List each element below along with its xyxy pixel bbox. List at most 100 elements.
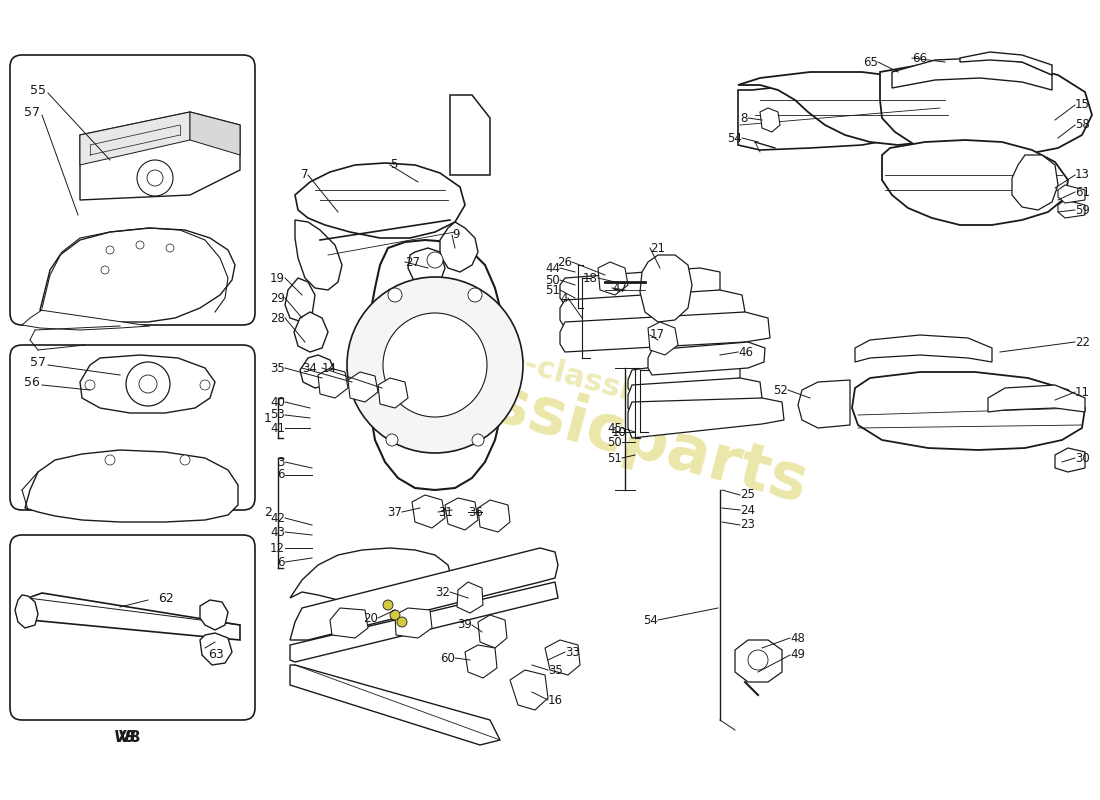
Text: 50: 50 <box>607 435 621 449</box>
Circle shape <box>346 277 522 453</box>
Text: 16: 16 <box>548 694 563 706</box>
Circle shape <box>468 288 482 302</box>
Polygon shape <box>395 608 432 638</box>
Text: 58: 58 <box>1075 118 1090 131</box>
Polygon shape <box>22 310 150 330</box>
Circle shape <box>383 313 487 417</box>
Text: 40: 40 <box>271 395 285 409</box>
Text: 48: 48 <box>790 631 805 645</box>
Polygon shape <box>1058 200 1085 218</box>
Text: 6: 6 <box>277 469 285 482</box>
Text: 44: 44 <box>544 262 560 274</box>
Polygon shape <box>456 582 483 613</box>
Polygon shape <box>200 600 228 630</box>
Circle shape <box>126 362 170 406</box>
Circle shape <box>104 455 116 465</box>
Circle shape <box>748 650 768 670</box>
Polygon shape <box>80 112 190 165</box>
Polygon shape <box>290 582 558 662</box>
Polygon shape <box>560 268 720 305</box>
Text: 27: 27 <box>405 255 420 269</box>
Polygon shape <box>738 72 962 145</box>
Text: 49: 49 <box>790 649 805 662</box>
Text: 28: 28 <box>271 311 285 325</box>
Polygon shape <box>882 140 1068 225</box>
Text: 24: 24 <box>740 503 755 517</box>
Polygon shape <box>22 593 240 640</box>
Text: 29: 29 <box>270 291 285 305</box>
Text: 60: 60 <box>440 651 455 665</box>
Polygon shape <box>440 222 478 272</box>
Polygon shape <box>295 163 465 238</box>
Circle shape <box>147 170 163 186</box>
Polygon shape <box>1055 448 1085 472</box>
Polygon shape <box>648 322 678 355</box>
Text: 51: 51 <box>607 451 621 465</box>
Polygon shape <box>892 58 1052 90</box>
Polygon shape <box>318 368 348 398</box>
Text: e-classicparts: e-classicparts <box>502 346 738 434</box>
Circle shape <box>390 610 400 620</box>
Text: 37: 37 <box>387 506 402 518</box>
Text: 35: 35 <box>271 362 285 374</box>
Text: 20: 20 <box>363 611 378 625</box>
Text: 41: 41 <box>270 422 285 434</box>
Polygon shape <box>510 670 548 710</box>
Text: classicparts: classicparts <box>385 345 815 515</box>
Text: 26: 26 <box>557 255 572 269</box>
Polygon shape <box>1058 185 1085 203</box>
Text: 2: 2 <box>264 506 272 518</box>
Circle shape <box>139 375 157 393</box>
Text: 11: 11 <box>1075 386 1090 398</box>
Polygon shape <box>598 262 628 295</box>
Polygon shape <box>290 548 452 608</box>
Polygon shape <box>465 645 497 678</box>
Text: 14: 14 <box>322 362 337 374</box>
Text: 59: 59 <box>1075 203 1090 217</box>
FancyBboxPatch shape <box>10 55 255 325</box>
Text: 17: 17 <box>650 329 666 342</box>
Polygon shape <box>628 358 740 394</box>
Text: 6: 6 <box>277 555 285 569</box>
Polygon shape <box>40 228 235 322</box>
Polygon shape <box>25 450 238 522</box>
Text: 36: 36 <box>468 506 483 518</box>
Text: 54: 54 <box>727 131 742 145</box>
Circle shape <box>388 288 401 302</box>
Text: 62: 62 <box>158 591 174 605</box>
Text: 30: 30 <box>1075 451 1090 465</box>
Text: 35: 35 <box>548 663 563 677</box>
Polygon shape <box>348 372 378 402</box>
Text: 65: 65 <box>864 55 878 69</box>
Polygon shape <box>294 312 328 352</box>
Polygon shape <box>478 615 507 648</box>
Text: 34: 34 <box>302 362 317 374</box>
Text: 55: 55 <box>30 83 46 97</box>
Polygon shape <box>290 548 558 640</box>
Text: 21: 21 <box>650 242 666 254</box>
Circle shape <box>383 600 393 610</box>
Text: V8: V8 <box>119 730 141 746</box>
Text: 9: 9 <box>452 229 460 242</box>
Polygon shape <box>760 108 780 132</box>
Text: 3: 3 <box>277 455 285 469</box>
Text: 33: 33 <box>565 646 580 658</box>
Polygon shape <box>80 112 240 200</box>
Circle shape <box>138 160 173 196</box>
Text: 12: 12 <box>270 542 285 554</box>
Polygon shape <box>735 640 782 682</box>
Circle shape <box>472 434 484 446</box>
Polygon shape <box>200 633 232 665</box>
Circle shape <box>85 380 95 390</box>
FancyBboxPatch shape <box>10 345 255 510</box>
Text: 5: 5 <box>390 158 397 171</box>
Text: 15: 15 <box>1075 98 1090 111</box>
Text: 54: 54 <box>644 614 658 626</box>
Text: 57: 57 <box>30 355 46 369</box>
Text: 18: 18 <box>583 271 598 285</box>
Text: V8: V8 <box>113 730 136 746</box>
Text: 32: 32 <box>436 586 450 598</box>
Text: 52: 52 <box>773 383 788 397</box>
Polygon shape <box>300 355 336 388</box>
Polygon shape <box>960 52 1052 75</box>
